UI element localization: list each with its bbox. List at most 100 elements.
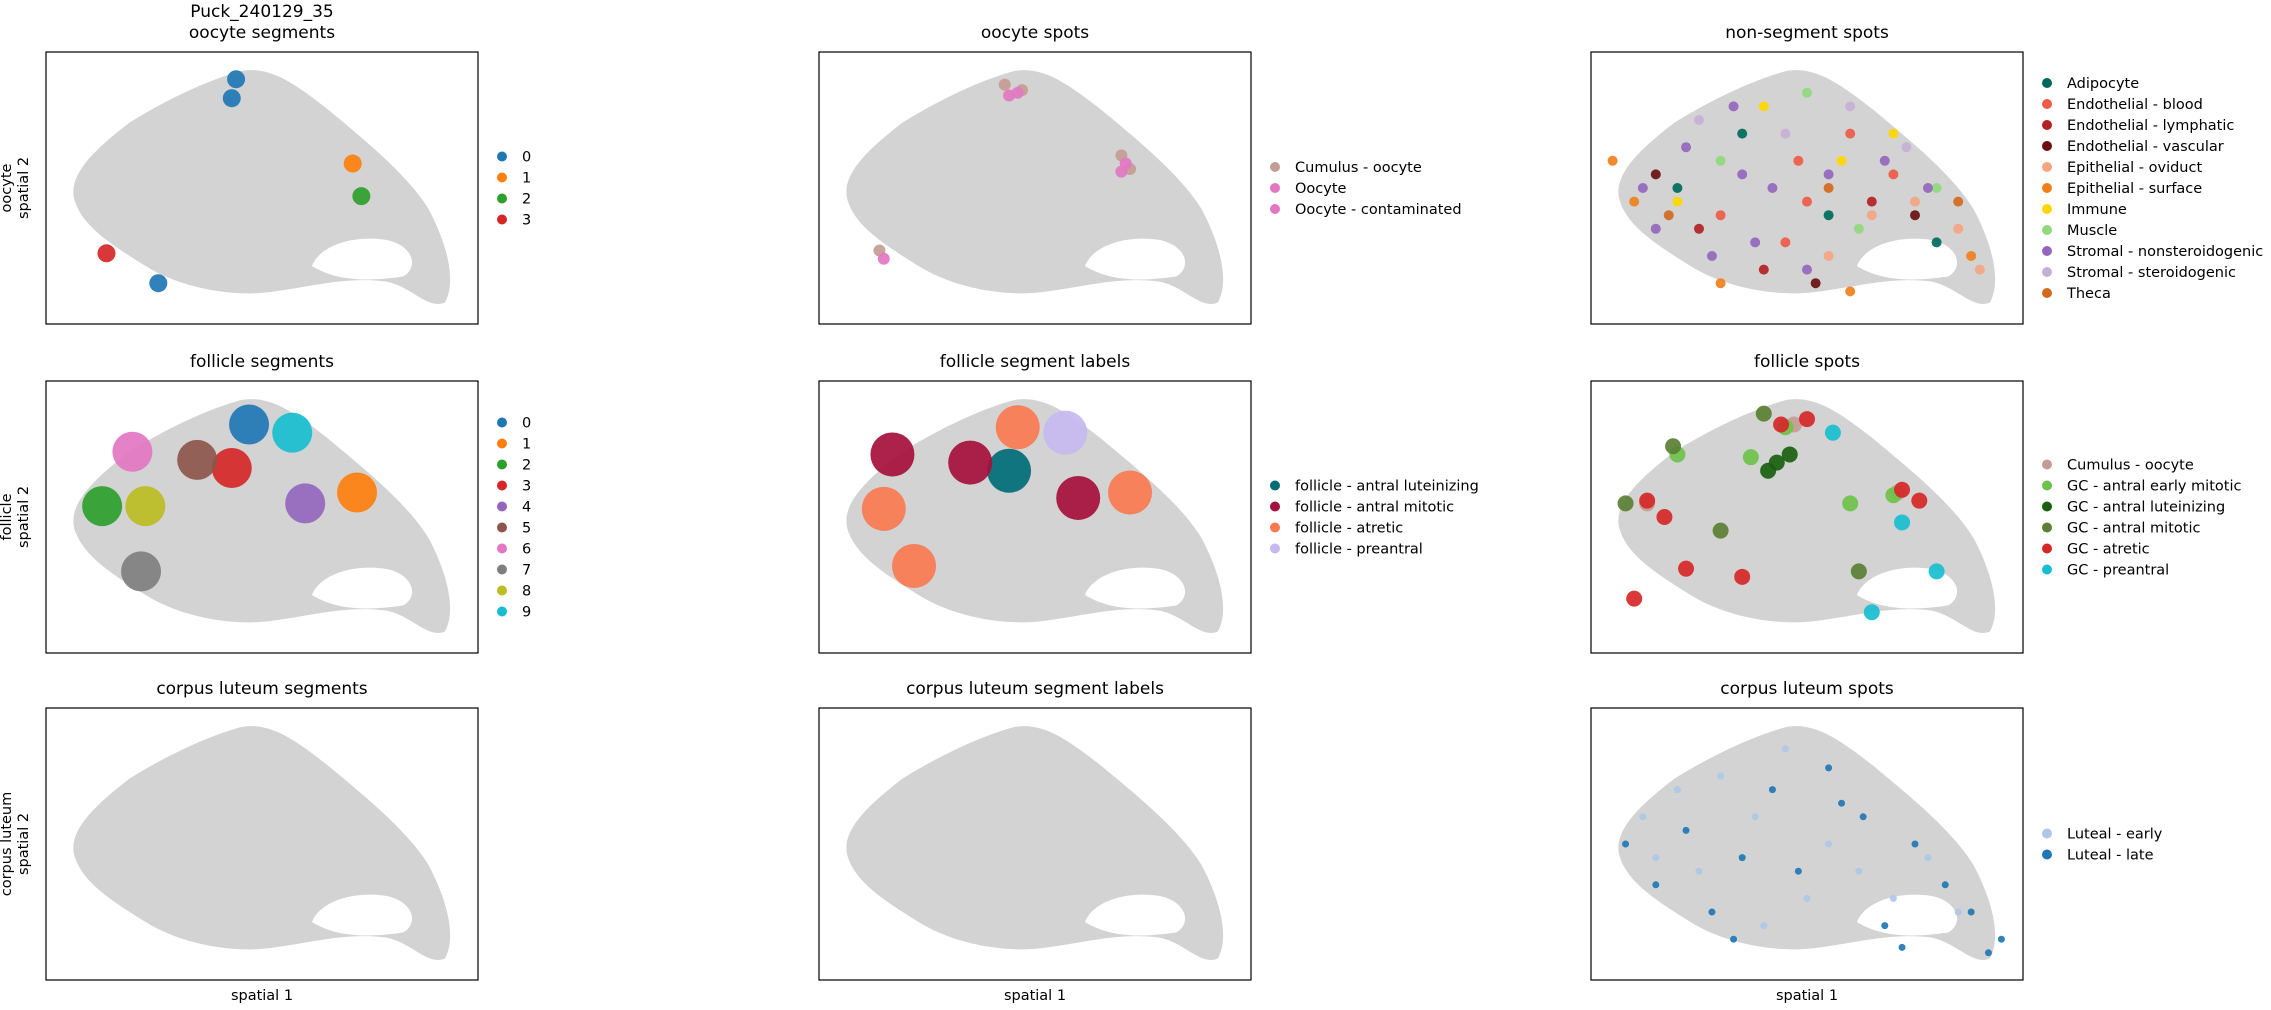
data-point	[211, 448, 252, 489]
legend-label: GC - antral early mitotic	[2067, 479, 2241, 495]
data-point	[1678, 560, 1695, 577]
data-point	[1824, 424, 1841, 441]
legend-marker	[1270, 501, 1280, 512]
y-axis-label: corpus luteum	[0, 792, 15, 897]
legend-marker	[2042, 267, 2052, 277]
data-point	[1984, 949, 1992, 957]
data-point	[82, 486, 123, 527]
data-point	[1650, 169, 1661, 180]
legend-marker	[497, 417, 507, 428]
legend-label: follicle - antral mitotic	[1295, 500, 1454, 516]
data-point	[870, 432, 915, 477]
data-point	[1802, 196, 1812, 207]
data-point	[1825, 764, 1833, 772]
panel-title: follicle segments	[190, 352, 334, 372]
data-point	[1966, 251, 1977, 261]
data-point	[1108, 470, 1153, 515]
tissue-background	[73, 70, 451, 304]
data-point	[1889, 894, 1897, 902]
legend-marker	[2042, 204, 2052, 214]
data-point	[1866, 196, 1877, 207]
legend-marker	[2042, 828, 2052, 839]
legend-label: Muscle	[2067, 223, 2117, 239]
legend-marker	[2042, 543, 2052, 554]
data-point	[1768, 786, 1776, 794]
data-point	[97, 244, 116, 263]
data-point	[1823, 169, 1834, 180]
legend-label: 2	[522, 192, 531, 208]
legend-marker	[2042, 522, 2052, 533]
legend-marker	[2042, 564, 2052, 575]
data-point	[1639, 492, 1656, 509]
data-point	[1695, 867, 1703, 875]
panel-title: Puck_240129_35	[190, 2, 333, 22]
data-point	[272, 412, 313, 453]
data-point	[1760, 462, 1777, 479]
panel-title: oocyte segments	[189, 23, 335, 43]
legend-label: GC - preantral	[2067, 563, 2169, 579]
legend-label: follicle - antral luteinizing	[1295, 479, 1479, 495]
data-point	[892, 543, 937, 588]
legend-label: Endothelial - lymphatic	[2067, 118, 2234, 134]
data-point	[337, 472, 378, 513]
data-point	[1742, 449, 1759, 466]
data-point	[1681, 142, 1692, 153]
panel-title: follicle segment labels	[940, 352, 1131, 372]
legend-marker	[1270, 204, 1280, 214]
data-point	[1910, 210, 1920, 221]
legend-label: 2	[522, 458, 531, 474]
data-point	[1845, 128, 1856, 139]
legend-label: Endothelial - blood	[2067, 97, 2203, 113]
data-point	[1997, 935, 2005, 943]
data-point	[1894, 481, 1911, 498]
data-point	[1922, 183, 1933, 193]
legend-label: Stromal - nonsteroidogenic	[2067, 244, 2263, 260]
data-point	[1758, 101, 1769, 112]
x-axis-label: spatial 1	[231, 988, 293, 1004]
legend-label: 3	[522, 479, 531, 495]
legend-label: Epithelial - surface	[2067, 181, 2202, 197]
data-point	[1974, 264, 1985, 275]
axes-frame	[45, 380, 479, 654]
legend-label: Cumulus - oocyte	[2067, 458, 2194, 474]
legend-marker	[2042, 99, 2052, 109]
data-point	[149, 274, 168, 293]
data-point	[1682, 826, 1690, 834]
axes-frame	[45, 51, 479, 325]
data-point	[112, 431, 153, 472]
data-point	[1626, 590, 1643, 607]
legend-marker	[497, 459, 507, 470]
y-axis-label: spatial 2	[16, 813, 32, 875]
data-point	[1715, 210, 1726, 221]
data-point	[229, 404, 270, 445]
tissue-background	[73, 726, 451, 960]
legend-marker	[497, 214, 507, 225]
legend-label: 9	[522, 605, 531, 621]
data-point	[1656, 509, 1673, 525]
data-point	[1751, 813, 1759, 821]
data-point	[1637, 183, 1648, 193]
data-point	[1911, 492, 1928, 509]
legend-label: Epithelial - oviduct	[2067, 160, 2202, 176]
data-point	[1953, 196, 1964, 207]
data-point	[1859, 813, 1867, 821]
data-point	[1823, 210, 1834, 221]
legend-label: Stromal - steroidogenic	[2067, 265, 2236, 281]
legend-marker	[497, 438, 507, 449]
data-point	[1898, 943, 1906, 951]
legend-label: Endothelial - vascular	[2067, 139, 2224, 155]
data-point	[285, 483, 326, 524]
legend-label: follicle - preantral	[1295, 542, 1423, 558]
data-point	[1650, 223, 1661, 234]
panel-title: follicle spots	[1754, 352, 1860, 372]
data-point	[1639, 813, 1647, 821]
panel-title: corpus luteum segments	[156, 679, 367, 699]
legend-marker	[2042, 288, 2052, 298]
data-point	[1708, 908, 1716, 916]
data-point	[1825, 840, 1833, 848]
data-point	[1781, 745, 1789, 753]
data-point	[1845, 101, 1856, 112]
data-point	[1672, 196, 1683, 207]
legend-marker	[2042, 246, 2052, 256]
data-point	[1730, 935, 1738, 943]
